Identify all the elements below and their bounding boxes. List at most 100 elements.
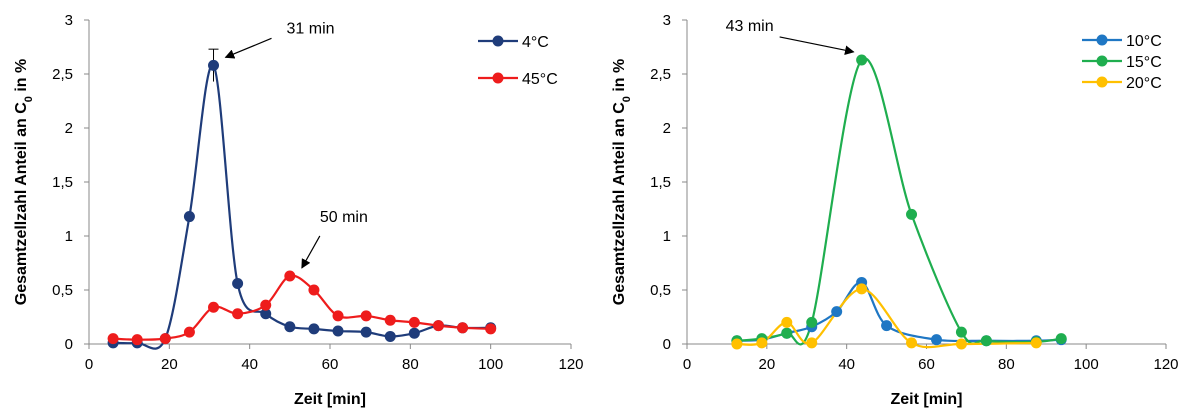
legend-marker [1096,76,1108,88]
y-axis-title: Gesamtzellzahl Anteil an C0 in % [611,59,633,305]
y-tick-label: 0,5 [52,282,73,299]
legend-label: 10°C [1126,33,1162,50]
x-tick-label: 60 [918,356,935,373]
data-point [332,325,344,337]
x-tick-label: 0 [85,356,93,373]
x-tick-label: 40 [838,356,855,373]
series-line-0 [113,63,491,350]
series-line-1 [113,274,491,341]
x-tick-label: 120 [558,356,583,373]
y-axis-title-subscript: 0 [621,96,633,102]
chart-left: 0 0,5 1 1,5 2 2,5 3 0 20 40 60 80 100 120 Zeit [min] Ge… [13,12,584,408]
y-tick-label: 0,5 [650,282,671,299]
data-point [308,284,320,296]
x-tick-label: 80 [998,356,1015,373]
x-axis-title: Zeit [min] [891,391,963,408]
annotation-label: 50 min [320,209,368,226]
y-tick-label: 1,5 [650,174,671,191]
y-tick-label: 2,5 [52,66,73,83]
data-point [284,321,296,333]
data-point [408,316,420,328]
legend-label: 4°C [522,34,549,51]
y-tick-label: 2,5 [650,66,671,83]
data-point [208,301,220,313]
data-point [806,337,818,349]
annotation-arrow [301,235,321,269]
data-point [208,59,220,71]
data-point [408,327,420,339]
data-point [308,323,320,335]
y-axis-title-main: Gesamtzellzahl Anteil an C [611,102,628,305]
data-point [881,320,893,332]
legend-label: 20°C [1126,75,1162,92]
data-point [756,337,768,349]
data-point [360,310,372,322]
data-point [384,314,396,326]
y-axis-title-suffix: in % [13,59,30,96]
y-axis-title-subscript: 0 [23,96,35,102]
data-point [232,278,244,290]
annotation-label: 43 min [726,18,774,35]
series-line-2 [736,287,1037,349]
data-point [781,327,793,339]
data-point [856,283,868,295]
annotation-label: 31 min [287,20,335,37]
legend-marker [492,72,504,84]
chart-right: 0 0,5 1 1,5 2 2,5 3 0 20 40 60 80 100 120 Zeit [min] Ge… [611,12,1179,408]
x-tick-label: 60 [322,356,339,373]
data-point [955,326,967,338]
data-point [360,326,372,338]
y-tick-label: 1,5 [52,174,73,191]
y-tick-label: 2 [663,120,671,137]
legend-marker [492,35,504,47]
y-tick-label: 1 [663,228,671,245]
data-point [930,334,942,346]
y-tick-label: 2 [65,120,73,137]
data-point [432,320,444,332]
data-point [1055,333,1067,345]
x-tick-label: 40 [241,356,258,373]
legend-marker [1096,34,1108,46]
annotation-arrow [779,36,855,55]
data-point [831,306,843,318]
y-axis-title: Gesamtzellzahl Anteil an C0 in % [13,59,35,305]
y-tick-label: 0 [65,336,73,353]
data-point [906,208,918,220]
data-point [1030,337,1042,349]
y-axis-title-main: Gesamtzellzahl Anteil an C [13,102,30,305]
data-point [284,270,296,282]
y-tick-label: 0 [663,336,671,353]
data-point [332,310,344,322]
x-tick-label: 120 [1153,356,1178,373]
data-point [232,308,244,320]
data-point [260,299,272,311]
y-axis-title-suffix: in % [611,59,628,96]
data-point [485,323,497,335]
data-point [906,337,918,349]
x-tick-label: 80 [402,356,419,373]
data-point [107,333,119,345]
legend-label: 15°C [1126,54,1162,71]
series-line-1 [736,57,1062,346]
legend-label: 45°C [522,71,558,88]
x-tick-label: 20 [161,356,178,373]
x-tick-label: 100 [1074,356,1099,373]
data-point [806,316,818,328]
data-point [384,330,396,342]
x-axis-title: Zeit [min] [294,391,366,408]
y-tick-label: 3 [663,12,671,29]
y-tick-label: 1 [65,228,73,245]
data-point [955,338,967,350]
x-tick-label: 100 [478,356,503,373]
x-tick-label: 20 [758,356,775,373]
x-tick-label: 0 [683,356,691,373]
data-point [183,211,195,223]
y-tick-label: 3 [65,12,73,29]
data-point [781,316,793,328]
data-point [131,334,143,346]
data-point [856,54,868,66]
data-point [260,308,272,320]
data-point [731,338,743,350]
data-point [159,333,171,345]
